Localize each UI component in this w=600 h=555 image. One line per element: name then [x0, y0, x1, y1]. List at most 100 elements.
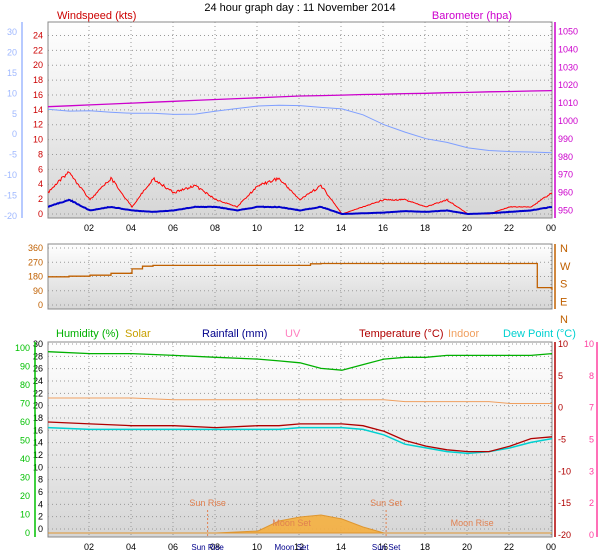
x-axis-event-label: Sun Rise [191, 543, 224, 552]
compass-label: N [560, 314, 568, 326]
legend-humidity: Humidity (%) [56, 328, 119, 340]
humidity-x-tick: 02 [84, 542, 94, 552]
windspeed-y-tick: 0 [38, 209, 43, 219]
humidity-x-tick: 06 [168, 542, 178, 552]
barometer-series-line [47, 89, 553, 108]
moon-rise-annotation: Moon Rise [451, 518, 494, 528]
windspeed-y-tick: 2 [38, 194, 43, 204]
x-axis-event-label: Sun Set [372, 543, 401, 552]
temperature-right-y-tick: -15 [558, 498, 571, 508]
humidity-x-tick: 04 [126, 542, 136, 552]
wind-x-tick: 10 [252, 223, 262, 233]
windspeed-y-tick: 6 [38, 164, 43, 174]
legend-indoor: Indoor [448, 328, 480, 340]
temp-left-y-tick: 5 [12, 109, 17, 119]
temp-left-y-tick: -15 [4, 191, 17, 201]
humidity-x-tick: 08 [210, 542, 220, 552]
uv-right-y-tick: 8 [589, 371, 594, 381]
temperature-y-tick: 0 [38, 524, 43, 534]
direction-y-tick: 0 [38, 300, 43, 310]
temp-left-y-tick: -20 [4, 211, 17, 221]
temperature-right-y-tick: -10 [558, 466, 571, 476]
temp-left-y-tick: 15 [7, 68, 17, 78]
temperature-y-tick: 22 [33, 388, 43, 398]
windspeed-y-tick: 24 [33, 30, 43, 40]
average-wind-series-line [48, 198, 553, 215]
legend-temperature: Temperature (°C) [359, 328, 443, 340]
temp-left-y-tick: 30 [7, 27, 17, 37]
wind-x-tick: 08 [210, 223, 220, 233]
temp-left-y-tick: 0 [12, 129, 17, 139]
humidity-series-line [47, 351, 553, 371]
indoor-series-line [48, 397, 552, 404]
windspeed-y-tick: 8 [38, 149, 43, 159]
humidity-plot-area [47, 341, 553, 538]
solar-series-area [48, 514, 552, 534]
wind-x-tick: 06 [168, 223, 178, 233]
windspeed-y-tick: 20 [33, 60, 43, 70]
humidity-y-tick: 50 [20, 436, 30, 446]
humidity-x-tick: 14 [336, 542, 346, 552]
humidity-x-tick: 16 [378, 542, 388, 552]
compass-label: W [560, 261, 571, 273]
barometer-axis-title: Barometer (hpa) [432, 10, 512, 22]
direction-series-line [48, 262, 553, 290]
humidity-y-tick: 20 [20, 491, 30, 501]
barometer-y-tick: 990 [558, 134, 573, 144]
temperature-main-series-line [47, 421, 553, 453]
temperature-y-tick: 8 [38, 475, 43, 485]
windspeed-y-tick: 16 [33, 90, 43, 100]
temperature-y-tick: 26 [33, 364, 43, 374]
legend-solar: Solar [125, 328, 151, 340]
humidity-y-tick: 40 [20, 454, 30, 464]
moon-set-annotation: Moon Set [272, 518, 311, 528]
temp-left-y-tick: 10 [7, 88, 17, 98]
humidity-x-tick: 18 [420, 542, 430, 552]
compass-label: S [560, 279, 567, 291]
wind-x-tick: 02 [84, 223, 94, 233]
barometer-y-tick: 1020 [558, 80, 578, 90]
temperature-right-y-tick: 10 [558, 339, 568, 349]
humidity-y-tick: 0 [25, 528, 30, 538]
temperature-y-tick: 4 [38, 499, 43, 509]
temperature-y-tick: 28 [33, 351, 43, 361]
windspeed-axis-title: Windspeed (kts) [57, 10, 136, 22]
direction-y-tick: 360 [28, 243, 43, 253]
humidity-y-tick: 100 [15, 343, 30, 353]
humidity-y-tick: 30 [20, 473, 30, 483]
wind-x-tick: 04 [126, 223, 136, 233]
uv-right-y-tick: 3 [589, 466, 594, 476]
direction-y-tick: 270 [28, 257, 43, 267]
temperature-y-tick: 12 [33, 450, 43, 460]
temperature-y-tick: 24 [33, 376, 43, 386]
humidity-y-tick: 80 [20, 380, 30, 390]
humidity-x-tick: 10 [252, 542, 262, 552]
legend-uv: UV [285, 328, 301, 340]
uv-right-y-tick: 5 [589, 435, 594, 445]
temperature-right-y-tick: 5 [558, 371, 563, 381]
wind-plot-area [47, 21, 553, 219]
humidity-x-tick: 22 [504, 542, 514, 552]
uv-right-y-tick: 7 [589, 403, 594, 413]
direction-y-tick: 180 [28, 272, 43, 282]
temp-left-y-tick: 20 [7, 47, 17, 57]
temperature-right-y-tick: -5 [558, 435, 566, 445]
windspeed-y-tick: 12 [33, 120, 43, 130]
temperature-y-tick: 6 [38, 487, 43, 497]
windspeed-y-tick: 18 [33, 75, 43, 85]
temp-left-y-tick: -5 [9, 150, 17, 160]
temperature-y-tick: 18 [33, 413, 43, 423]
wind-x-tick: 00 [546, 223, 556, 233]
barometer-y-tick: 1050 [558, 27, 578, 37]
uv-right-y-tick: 10 [584, 339, 594, 349]
humidity-y-tick: 10 [20, 510, 30, 520]
barometer-y-tick: 950 [558, 205, 573, 215]
barometer-y-tick: 1000 [558, 116, 578, 126]
legend-rainfall: Rainfall (mm) [202, 328, 267, 340]
barometer-y-tick: 1030 [558, 62, 578, 72]
windspeed-y-tick: 14 [33, 105, 43, 115]
barometer-y-tick: 970 [558, 170, 573, 180]
wind-x-tick: 12 [294, 223, 304, 233]
compass-label: E [560, 296, 567, 308]
temperature-y-tick: 20 [33, 401, 43, 411]
